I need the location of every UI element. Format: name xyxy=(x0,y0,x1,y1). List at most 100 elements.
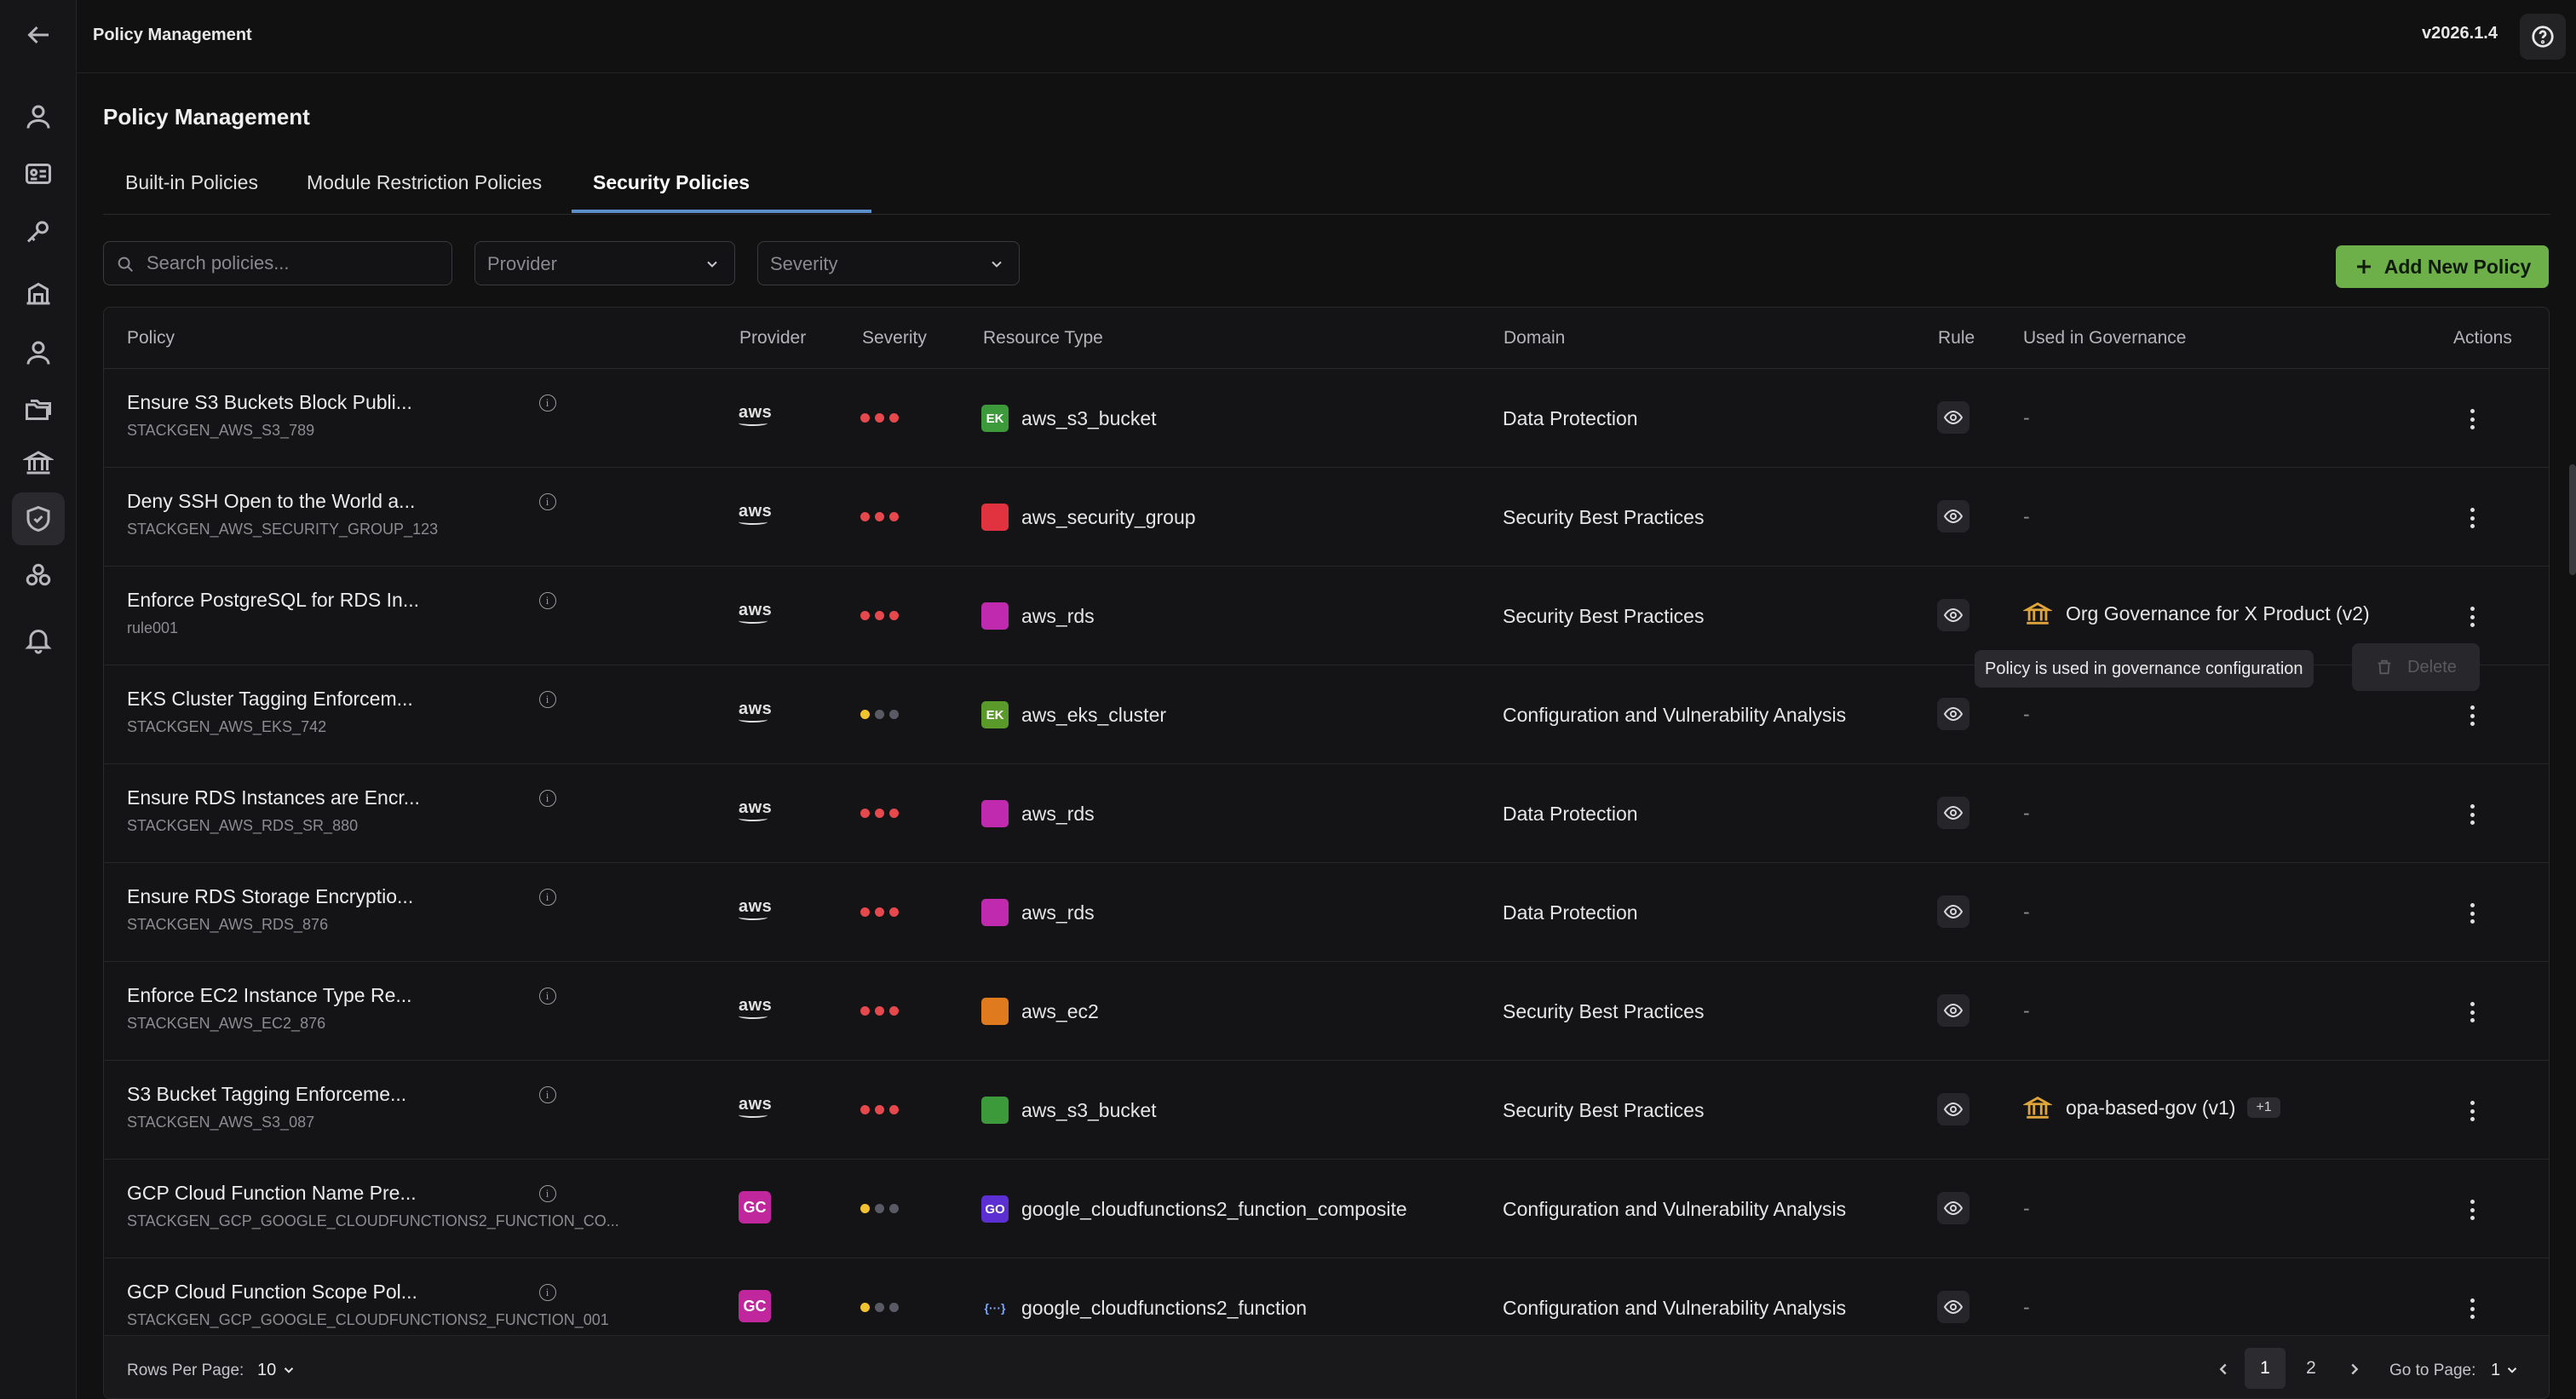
info-icon[interactable] xyxy=(539,592,556,609)
table-header: Policy Provider Severity Resource Type D… xyxy=(104,308,2549,369)
more-actions-icon[interactable] xyxy=(2464,406,2481,432)
more-actions-icon[interactable] xyxy=(2464,703,2481,728)
view-rule-button[interactable] xyxy=(1937,599,1969,631)
view-rule-button[interactable] xyxy=(1937,994,1969,1027)
help-icon[interactable] xyxy=(2520,14,2566,60)
view-rule-button[interactable] xyxy=(1937,500,1969,533)
policy-name[interactable]: Deny SSH Open to the World a... xyxy=(127,490,416,512)
info-icon[interactable] xyxy=(539,987,556,1005)
chevron-left-icon[interactable] xyxy=(2214,1360,2233,1379)
chevron-right-icon[interactable] xyxy=(2345,1360,2364,1379)
info-icon[interactable] xyxy=(539,889,556,906)
info-icon[interactable] xyxy=(539,790,556,807)
more-actions-icon[interactable] xyxy=(2464,1296,2481,1321)
table-row[interactable]: Ensure S3 Buckets Block Publi... STACKGE… xyxy=(104,369,2549,468)
severity-dot xyxy=(875,413,884,423)
key-icon[interactable] xyxy=(12,206,65,259)
page-button-1[interactable]: 1 xyxy=(2245,1348,2286,1389)
policy-name[interactable]: Ensure RDS Storage Encryptio... xyxy=(127,885,414,907)
policy-name[interactable]: Ensure S3 Buckets Block Publi... xyxy=(127,391,412,413)
search-input[interactable] xyxy=(147,242,436,285)
view-rule-button[interactable] xyxy=(1937,401,1969,434)
column-header-used-in-governance: Used in Governance xyxy=(2023,328,2187,348)
go-to-page-select[interactable]: 1 xyxy=(2491,1361,2501,1379)
more-actions-icon[interactable] xyxy=(2464,1098,2481,1124)
more-actions-icon[interactable] xyxy=(2464,999,2481,1025)
policy-name[interactable]: Ensure RDS Instances are Encr... xyxy=(127,786,420,809)
table-row[interactable]: EKS Cluster Tagging Enforcem... STACKGEN… xyxy=(104,665,2549,764)
back-arrow-icon[interactable] xyxy=(12,9,65,61)
column-header-severity[interactable]: Severity xyxy=(862,328,927,348)
table-row[interactable]: Enforce EC2 Instance Type Re... STACKGEN… xyxy=(104,962,2549,1061)
info-icon[interactable] xyxy=(539,691,556,708)
table-row[interactable]: Ensure RDS Storage Encryptio... STACKGEN… xyxy=(104,863,2549,962)
folders-icon[interactable] xyxy=(12,383,65,436)
building-icon[interactable] xyxy=(12,267,65,320)
view-rule-button[interactable] xyxy=(1937,1192,1969,1224)
page-button-2[interactable]: 2 xyxy=(2306,1358,2316,1378)
policy-domain: Data Protection xyxy=(1503,901,1638,924)
rows-per-page-select[interactable]: 10 xyxy=(257,1361,277,1379)
policy-name[interactable]: Enforce PostgreSQL for RDS In... xyxy=(127,589,420,611)
view-rule-button[interactable] xyxy=(1937,698,1969,730)
policy-name[interactable]: GCP Cloud Function Scope Pol... xyxy=(127,1281,417,1303)
view-rule-button[interactable] xyxy=(1937,895,1969,928)
view-rule-button[interactable] xyxy=(1937,1291,1969,1323)
aws-provider-icon: aws xyxy=(739,700,773,723)
policy-name[interactable]: S3 Bucket Tagging Enforceme... xyxy=(127,1083,407,1105)
tab-built-in-policies[interactable]: Built-in Policies xyxy=(125,171,258,193)
table-row[interactable]: S3 Bucket Tagging Enforceme... STACKGEN_… xyxy=(104,1061,2549,1160)
table-row[interactable]: GCP Cloud Function Name Pre... STACKGEN_… xyxy=(104,1160,2549,1258)
eye-icon xyxy=(1943,509,1964,524)
more-actions-icon[interactable] xyxy=(2464,802,2481,827)
table-row[interactable]: Enforce PostgreSQL for RDS In... rule001… xyxy=(104,567,2549,665)
table-row[interactable]: Deny SSH Open to the World a... STACKGEN… xyxy=(104,468,2549,567)
governance-name: Org Governance for X Product (v2) xyxy=(2066,602,2370,625)
more-actions-icon[interactable] xyxy=(2464,604,2481,630)
provider-select[interactable]: Provider xyxy=(474,241,735,285)
more-actions-icon[interactable] xyxy=(2464,901,2481,926)
delete-button[interactable]: Delete xyxy=(2352,643,2480,691)
bell-icon[interactable] xyxy=(12,613,65,666)
add-new-policy-button[interactable]: Add New Policy xyxy=(2336,245,2549,288)
search-box[interactable] xyxy=(103,241,452,285)
governance-link[interactable]: opa-based-gov (v1) +1 xyxy=(2023,1093,2280,1122)
more-actions-icon[interactable] xyxy=(2464,1197,2481,1223)
more-actions-icon[interactable] xyxy=(2464,505,2481,531)
resource-type: aws_rds xyxy=(1021,803,1095,825)
column-header-policy[interactable]: Policy xyxy=(127,328,175,348)
scrollbar-thumb[interactable] xyxy=(2569,464,2576,575)
governance-more-badge[interactable]: +1 xyxy=(2247,1097,2280,1118)
view-rule-button[interactable] xyxy=(1937,797,1969,829)
info-icon[interactable] xyxy=(539,493,556,510)
resource-type: aws_s3_bucket xyxy=(1021,407,1157,429)
tab-module-restriction-policies[interactable]: Module Restriction Policies xyxy=(307,171,543,193)
resource-type-icon: EK xyxy=(981,701,1009,728)
column-header-resource-type[interactable]: Resource Type xyxy=(983,328,1103,348)
chevron-down-icon[interactable] xyxy=(281,1362,296,1378)
policy-name[interactable]: Enforce EC2 Instance Type Re... xyxy=(127,984,412,1006)
id-card-icon[interactable] xyxy=(12,147,65,200)
table-row[interactable]: Ensure RDS Instances are Encr... STACKGE… xyxy=(104,764,2549,863)
policy-name[interactable]: EKS Cluster Tagging Enforcem... xyxy=(127,688,413,710)
info-icon[interactable] xyxy=(539,394,556,412)
info-icon[interactable] xyxy=(539,1086,556,1103)
policy-name[interactable]: GCP Cloud Function Name Pre... xyxy=(127,1182,417,1204)
column-header-provider[interactable]: Provider xyxy=(739,328,807,348)
resource-type: google_cloudfunctions2_function_composit… xyxy=(1021,1198,1407,1220)
aws-provider-icon: aws xyxy=(739,601,773,624)
severity-select[interactable]: Severity xyxy=(757,241,1020,285)
user-icon[interactable] xyxy=(12,90,65,143)
info-icon[interactable] xyxy=(539,1284,556,1301)
severity-dot xyxy=(875,1303,884,1312)
view-rule-button[interactable] xyxy=(1937,1093,1969,1126)
modules-icon[interactable] xyxy=(12,550,65,602)
tab-security-policies[interactable]: Security Policies xyxy=(593,171,750,193)
team-user-icon[interactable] xyxy=(12,326,65,379)
chevron-down-icon[interactable] xyxy=(2504,1362,2520,1378)
column-header-domain[interactable]: Domain xyxy=(1504,328,1566,348)
governance-link[interactable]: Org Governance for X Product (v2) xyxy=(2023,599,2370,628)
bank-icon[interactable] xyxy=(12,436,65,489)
info-icon[interactable] xyxy=(539,1185,556,1202)
shield-policy-icon[interactable] xyxy=(12,492,65,545)
